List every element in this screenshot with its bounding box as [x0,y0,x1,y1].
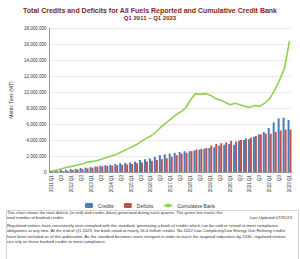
svg-text:Deficits: Deficits [137,203,154,209]
svg-text:2022 Q1: 2022 Q1 [267,175,272,193]
svg-text:8,000,000: 8,000,000 [26,106,47,111]
svg-text:Credits: Credits [98,203,114,209]
svg-text:Last Updated 07/31/23: Last Updated 07/31/23 [250,215,293,220]
svg-text:2015 Q1: 2015 Q1 [129,175,134,193]
svg-text:Metric Tons (MT): Metric Tons (MT) [8,81,14,119]
svg-text:Q3: Q3 [139,175,144,182]
svg-text:12,000,000: 12,000,000 [24,74,47,79]
svg-text:2,000,000: 2,000,000 [26,154,47,159]
svg-text:Q3: Q3 [119,175,124,182]
svg-text:14,000,000: 14,000,000 [24,58,47,63]
svg-text:Q3: Q3 [59,175,64,182]
svg-text:6,000,000: 6,000,000 [26,122,47,127]
svg-text:2023 Q1: 2023 Q1 [287,175,292,193]
svg-text:Cumulative Bank: Cumulative Bank [177,203,215,209]
svg-text:4,000,000: 4,000,000 [26,138,47,143]
svg-text:Q3: Q3 [79,175,84,182]
svg-text:This chart shows the total def: This chart shows the total deficits (in … [7,210,224,215]
svg-text:Q3: Q3 [277,175,282,182]
svg-text:2021 Q1: 2021 Q1 [247,175,252,193]
svg-text:2013 Q1: 2013 Q1 [89,175,94,193]
svg-text:Q3: Q3 [257,175,262,182]
svg-text:Q3: Q3 [99,175,104,182]
svg-text:2016 Q1: 2016 Q1 [148,175,153,193]
svg-text:Regulated entities have consis: Regulated entities have consistently ove… [7,223,280,229]
svg-text:Total Credits and Deficits for: Total Credits and Deficits for All Fuels… [23,7,277,15]
svg-text:obligations at any time. At th: obligations at any time. At the end of Q… [7,228,287,234]
svg-text:2012 Q1: 2012 Q1 [69,175,74,193]
svg-text:2018 Q1: 2018 Q1 [188,175,193,193]
svg-text:Q3: Q3 [198,175,203,182]
svg-text:total number of banked credits: total number of banked credits. [7,215,65,220]
svg-text:Q1 2011 – Q1 2023: Q1 2011 – Q1 2023 [124,15,177,21]
svg-text:2020 Q1: 2020 Q1 [228,175,233,193]
svg-text:2017 Q1: 2017 Q1 [168,175,173,193]
svg-text:18,000,000: 18,000,000 [24,26,47,31]
svg-text:10,000,000: 10,000,000 [24,90,47,95]
svg-text:Q3: Q3 [158,175,163,182]
svg-text:2011 Q1: 2011 Q1 [49,175,54,192]
svg-text:Q3: Q3 [238,175,243,182]
svg-text:Q3: Q3 [218,175,223,182]
svg-text:16,000,000: 16,000,000 [24,42,47,47]
svg-text:can rely on these banked credi: can rely on these banked credits to meet… [7,239,106,244]
svg-text:2019 Q1: 2019 Q1 [208,175,213,193]
svg-text:have been included as of this: have been included as of this publicatio… [7,233,287,239]
svg-text:Q3: Q3 [178,175,183,182]
svg-text:2014 Q1: 2014 Q1 [109,175,114,193]
svg-text:0: 0 [44,170,47,175]
